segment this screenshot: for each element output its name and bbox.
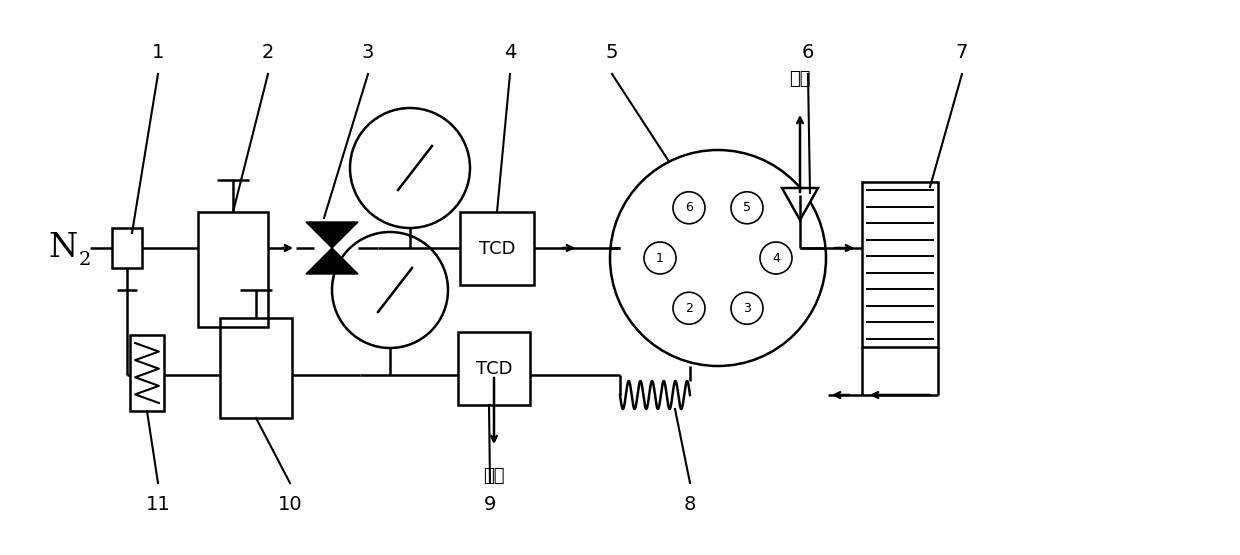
Text: 9: 9 <box>484 495 496 514</box>
Text: 5: 5 <box>743 201 751 214</box>
Bar <box>862 182 937 347</box>
Text: 4: 4 <box>503 43 516 62</box>
Text: 3: 3 <box>743 302 751 315</box>
Text: 排空: 排空 <box>789 70 811 88</box>
Text: 8: 8 <box>683 495 696 514</box>
Text: 2: 2 <box>79 251 92 269</box>
Bar <box>130 335 164 411</box>
Text: 3: 3 <box>362 43 374 62</box>
Polygon shape <box>306 248 358 274</box>
Text: TCD: TCD <box>479 240 516 258</box>
Text: 2: 2 <box>684 302 693 315</box>
Text: 排空: 排空 <box>484 467 505 485</box>
Text: 1: 1 <box>151 43 164 62</box>
Bar <box>460 212 534 285</box>
Text: TCD: TCD <box>476 360 512 377</box>
Text: 2: 2 <box>262 43 274 62</box>
Text: 10: 10 <box>278 495 303 514</box>
Bar <box>458 332 529 405</box>
Text: 5: 5 <box>606 43 619 62</box>
Polygon shape <box>782 188 818 220</box>
Polygon shape <box>306 222 358 248</box>
Bar <box>198 212 268 327</box>
Text: 6: 6 <box>802 43 815 62</box>
Bar <box>112 228 143 268</box>
Text: 1: 1 <box>656 251 663 265</box>
Text: 11: 11 <box>145 495 170 514</box>
Text: 6: 6 <box>684 201 693 214</box>
Text: N: N <box>48 232 77 264</box>
Text: 4: 4 <box>773 251 780 265</box>
Bar <box>219 318 291 418</box>
Text: 7: 7 <box>956 43 968 62</box>
